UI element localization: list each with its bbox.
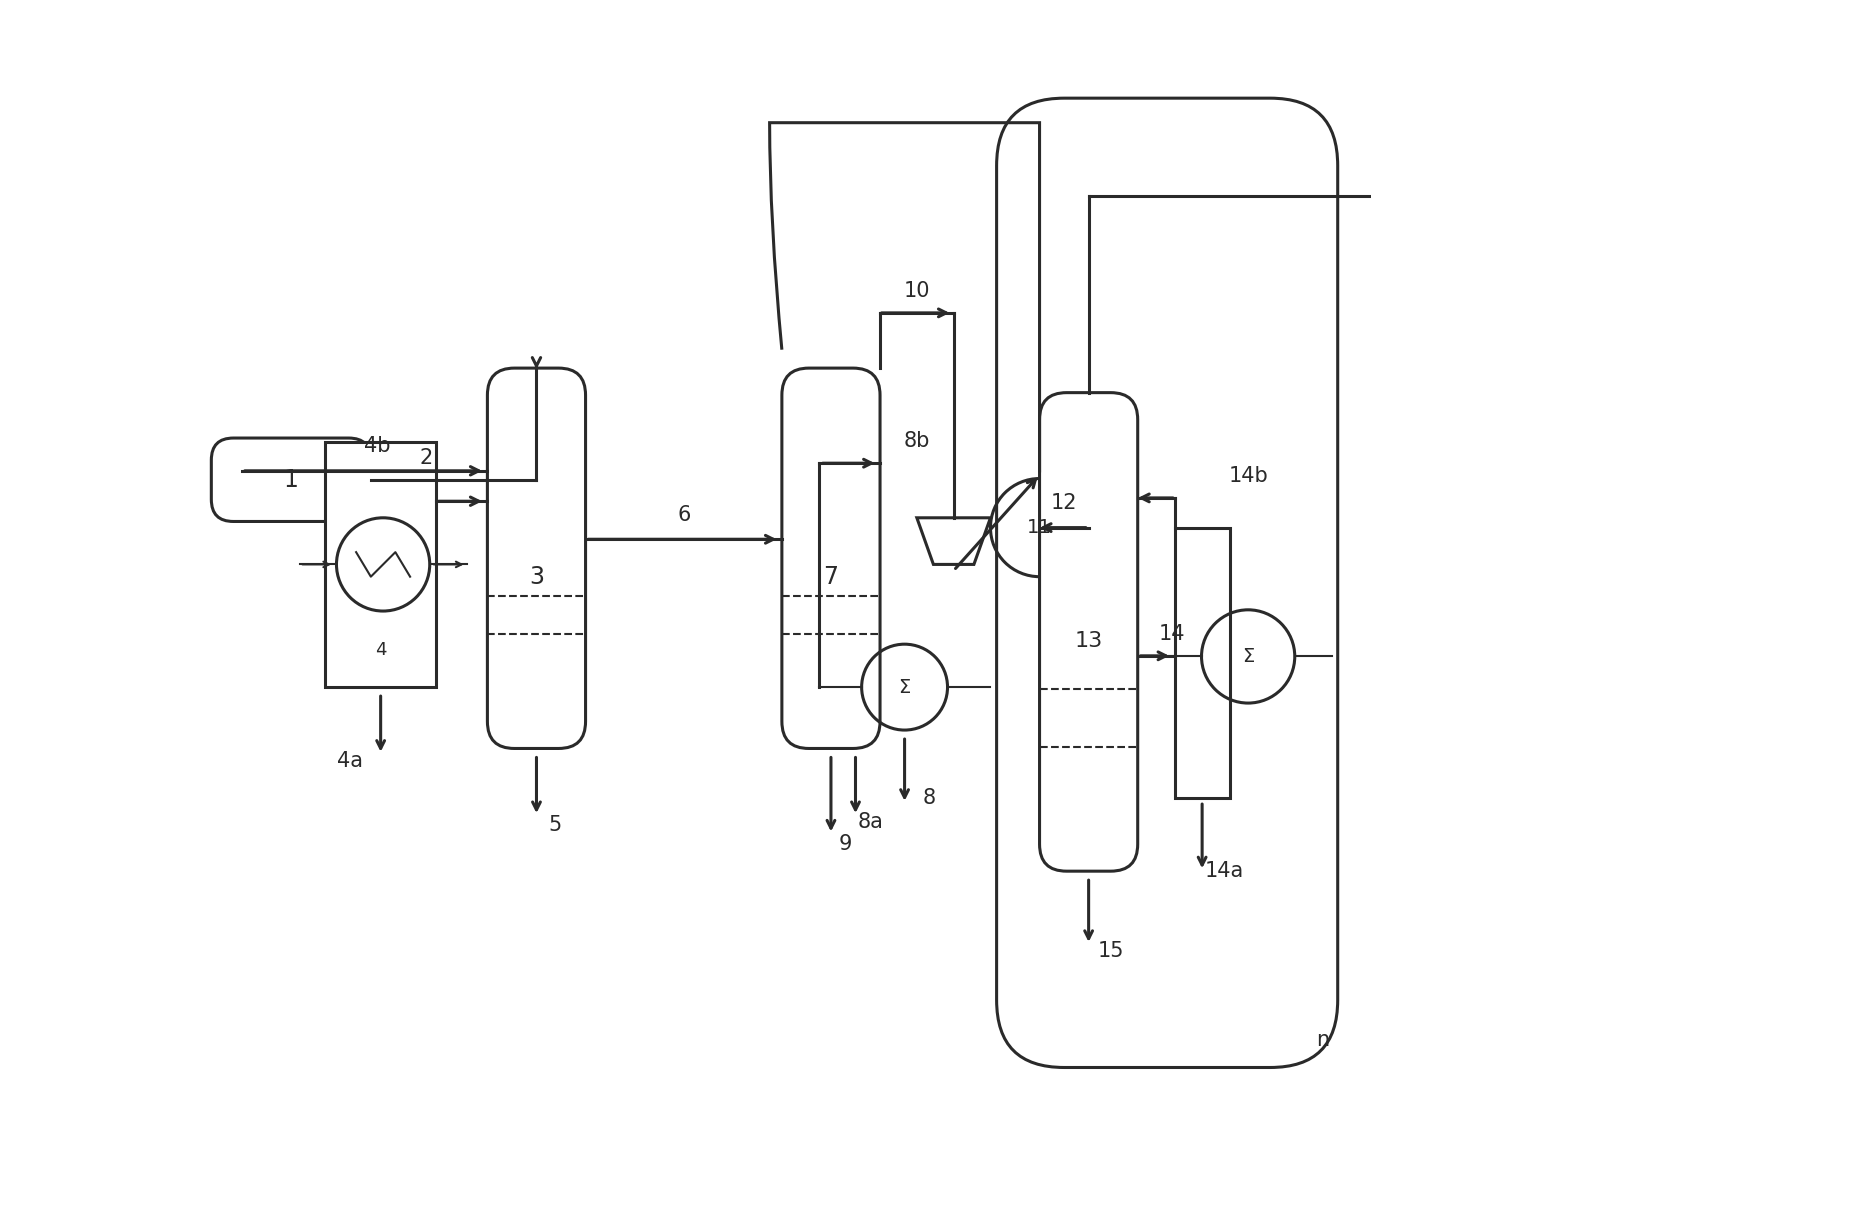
Text: 8a: 8a	[858, 812, 884, 832]
Text: 10: 10	[904, 281, 930, 301]
Text: 11: 11	[1027, 518, 1053, 537]
Text: 12: 12	[1051, 493, 1077, 513]
Text: 2: 2	[419, 448, 432, 467]
Text: 3: 3	[528, 566, 545, 589]
Text: 14: 14	[1158, 623, 1186, 644]
FancyBboxPatch shape	[211, 438, 371, 521]
Text: 8: 8	[923, 788, 936, 807]
Text: n: n	[1316, 1031, 1330, 1050]
Text: 9: 9	[839, 834, 852, 854]
Text: Σ: Σ	[899, 677, 910, 697]
FancyBboxPatch shape	[487, 368, 586, 748]
Text: 8b: 8b	[904, 431, 930, 452]
Text: 5: 5	[548, 815, 561, 834]
Text: 13: 13	[1075, 632, 1103, 652]
Text: Σ: Σ	[1242, 647, 1254, 666]
Text: 4b: 4b	[363, 437, 391, 456]
FancyBboxPatch shape	[1040, 393, 1138, 871]
Bar	[1175, 528, 1230, 798]
Text: 4: 4	[374, 642, 387, 659]
Text: 4a: 4a	[337, 751, 363, 771]
Text: 1: 1	[284, 467, 298, 492]
Text: 15: 15	[1097, 941, 1125, 961]
FancyBboxPatch shape	[782, 368, 880, 748]
Text: 14b: 14b	[1229, 466, 1267, 486]
Text: 6: 6	[676, 504, 691, 525]
Bar	[326, 442, 435, 687]
Text: 7: 7	[823, 566, 838, 589]
Polygon shape	[917, 518, 991, 564]
Text: 14a: 14a	[1204, 861, 1243, 881]
